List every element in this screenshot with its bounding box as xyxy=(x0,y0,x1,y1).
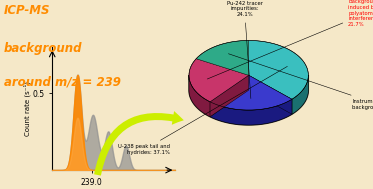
Text: around m/z = 239: around m/z = 239 xyxy=(4,76,120,89)
Polygon shape xyxy=(196,40,249,75)
X-axis label: m/z: m/z xyxy=(106,188,122,189)
Text: background: background xyxy=(4,42,82,55)
Polygon shape xyxy=(210,75,249,117)
Polygon shape xyxy=(210,75,249,117)
Text: ICP-MS: ICP-MS xyxy=(4,4,50,17)
Polygon shape xyxy=(249,75,292,114)
Polygon shape xyxy=(189,75,308,125)
Y-axis label: Count rate (s⁻¹): Count rate (s⁻¹) xyxy=(23,81,31,136)
Polygon shape xyxy=(210,99,292,125)
Polygon shape xyxy=(249,75,292,114)
Text: Background
induced by
polyatomic
interferences:
21.7%: Background induced by polyatomic interfe… xyxy=(207,0,373,79)
Polygon shape xyxy=(189,76,210,117)
Polygon shape xyxy=(292,76,308,114)
Text: Instrumental
background: 17.1%: Instrumental background: 17.1% xyxy=(228,54,373,110)
Polygon shape xyxy=(249,40,308,99)
Polygon shape xyxy=(210,75,292,110)
Polygon shape xyxy=(189,59,249,102)
Text: U-238 peak tail and
hydrides: 37.1%: U-238 peak tail and hydrides: 37.1% xyxy=(118,66,288,155)
Text: Pu-242 tracer
impurities:
24.1%: Pu-242 tracer impurities: 24.1% xyxy=(226,1,263,99)
